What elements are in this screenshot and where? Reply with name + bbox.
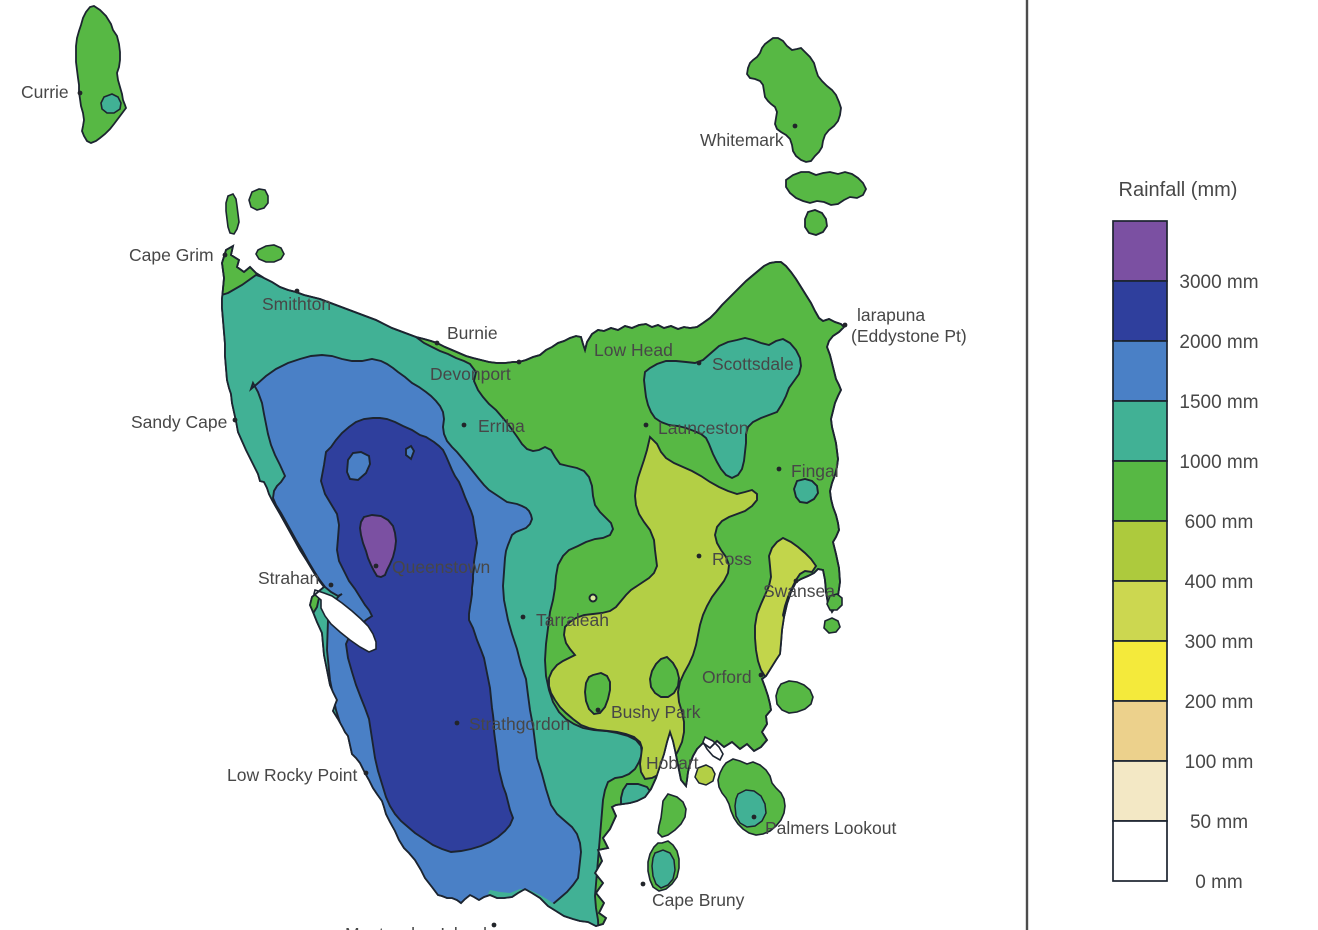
svg-text:50 mm: 50 mm: [1190, 812, 1248, 833]
svg-text:0 mm: 0 mm: [1195, 872, 1243, 893]
svg-text:Strahan: Strahan: [258, 568, 319, 588]
svg-text:Cape Bruny: Cape Bruny: [652, 890, 745, 910]
svg-text:Fingal: Fingal: [791, 461, 839, 481]
svg-text:400 mm: 400 mm: [1185, 572, 1254, 593]
svg-text:Bushy Park: Bushy Park: [611, 702, 701, 722]
svg-text:Swansea: Swansea: [763, 581, 835, 601]
svg-text:Cape Grim: Cape Grim: [129, 245, 214, 265]
svg-text:100 mm: 100 mm: [1185, 752, 1254, 773]
svg-text:1000 mm: 1000 mm: [1179, 452, 1258, 473]
svg-text:Erriba: Erriba: [478, 416, 525, 436]
svg-text:3000 mm: 3000 mm: [1179, 272, 1258, 293]
svg-text:Ross: Ross: [712, 549, 752, 569]
svg-text:300 mm: 300 mm: [1185, 632, 1254, 653]
svg-text:Sandy Cape: Sandy Cape: [131, 412, 227, 432]
svg-text:Queenstown: Queenstown: [392, 557, 490, 577]
svg-text:600 mm: 600 mm: [1185, 512, 1254, 533]
svg-text:Strathgordon: Strathgordon: [469, 714, 570, 734]
svg-text:Smithton: Smithton: [262, 294, 331, 314]
svg-text:Orford: Orford: [702, 667, 752, 687]
svg-text:Low Head: Low Head: [594, 340, 673, 360]
svg-text:Launceston: Launceston: [658, 418, 749, 438]
svg-text:1500 mm: 1500 mm: [1179, 392, 1258, 413]
svg-text:(Eddystone Pt): (Eddystone Pt): [851, 326, 967, 346]
svg-text:Devonport: Devonport: [430, 364, 511, 384]
svg-text:Low Rocky Point: Low Rocky Point: [227, 765, 357, 785]
svg-text:Maatsuyker Island: Maatsuyker Island: [345, 924, 487, 930]
svg-text:Rainfall (mm): Rainfall (mm): [1119, 179, 1238, 201]
svg-text:Scottsdale: Scottsdale: [712, 354, 794, 374]
svg-text:Tarraleah: Tarraleah: [536, 610, 609, 630]
svg-text:Whitemark: Whitemark: [700, 130, 784, 150]
svg-text:Burnie: Burnie: [447, 323, 498, 343]
svg-text:200 mm: 200 mm: [1185, 692, 1254, 713]
svg-text:Hobart: Hobart: [646, 753, 699, 773]
svg-text:larapuna: larapuna: [857, 305, 925, 325]
svg-text:Palmers Lookout: Palmers Lookout: [765, 818, 896, 838]
svg-text:2000 mm: 2000 mm: [1179, 332, 1258, 353]
svg-text:Currie: Currie: [21, 82, 69, 102]
